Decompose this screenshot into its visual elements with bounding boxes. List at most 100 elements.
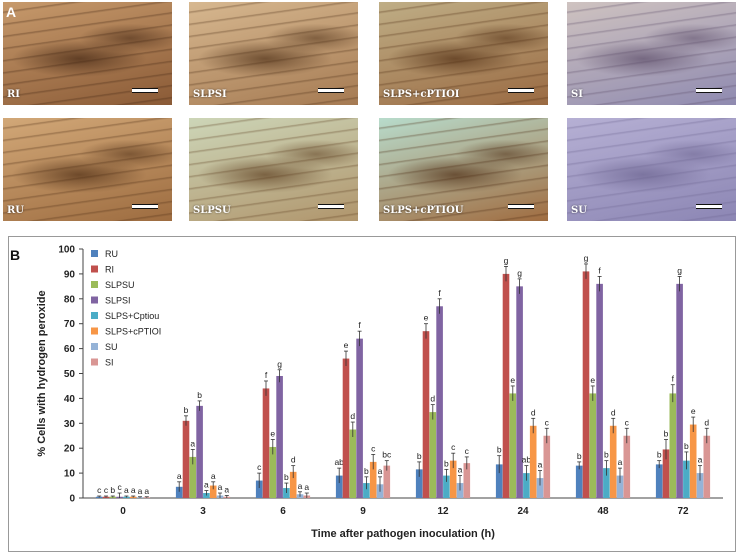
significance-letter: b <box>197 390 202 400</box>
significance-letter: d <box>291 455 296 465</box>
significance-letter: b <box>444 458 449 468</box>
bar-slpsu <box>509 393 517 498</box>
legend-entry: RU <box>105 249 118 259</box>
bar-ri <box>342 358 350 498</box>
significance-letter: c <box>97 485 102 495</box>
significance-letter: b <box>497 445 502 455</box>
legend-swatch <box>91 343 98 350</box>
significance-letter: c <box>104 485 109 495</box>
bar-slps-cptioi <box>209 485 217 498</box>
y-axis-label: % Cells with hydrogen peroxide <box>36 290 48 456</box>
bar-slps-cptiou <box>363 483 370 498</box>
significance-letter: g <box>277 359 282 369</box>
scale-bar <box>508 88 534 93</box>
bar-slps-cptioi <box>529 425 537 498</box>
legend-entry: SLPS+Cptiou <box>105 311 159 321</box>
bar-si <box>623 435 631 498</box>
micrograph-label: RU <box>7 205 25 216</box>
micrograph-label: SLPS+cPTIOU <box>383 205 464 216</box>
significance-letter: ab <box>334 457 344 467</box>
significance-letter: a <box>458 465 463 475</box>
significance-letter: c <box>257 462 262 472</box>
bar-si <box>383 465 391 498</box>
bar-slpsu <box>669 393 677 498</box>
significance-letter: a <box>224 485 229 495</box>
significance-letter: a <box>304 482 309 492</box>
legend-swatch <box>91 327 98 335</box>
bar-slps-cptioi <box>289 471 297 498</box>
significance-letter: g <box>504 255 509 265</box>
bar-slpsu <box>189 456 197 498</box>
x-tick-label: 3 <box>200 506 206 517</box>
bar-ru <box>655 464 663 498</box>
bar-slps-cptiou <box>603 468 610 498</box>
significance-letter: c <box>117 482 122 492</box>
y-tick-label: 90 <box>64 269 76 280</box>
micrograph-su: SU <box>567 118 736 221</box>
scale-bar <box>696 204 722 209</box>
significance-letter: f <box>598 265 601 275</box>
micrograph-ri: RI <box>3 2 172 105</box>
legend-swatch <box>91 358 98 366</box>
bar-si <box>543 435 551 498</box>
bar-ri <box>182 420 190 498</box>
significance-letter: b <box>604 450 609 460</box>
legend-swatch <box>91 296 98 304</box>
bar-slpsi <box>596 283 603 498</box>
significance-letter: b <box>184 405 189 415</box>
significance-letter: f <box>265 370 268 380</box>
y-tick-label: 100 <box>58 245 75 256</box>
bar-slpsi <box>196 405 203 498</box>
x-tick-label: 72 <box>677 506 689 517</box>
significance-letter: d <box>531 407 536 417</box>
significance-letter: d <box>430 394 435 404</box>
chart-panel: 0 10 20 30 40 50 60 70 80 90 100% Cells with hydro… <box>8 236 736 552</box>
scale-bar <box>132 88 158 93</box>
legend-entry: SLPSU <box>105 280 135 290</box>
micrograph-label: SLPSI <box>193 89 227 100</box>
legend-entry: SLPSI <box>105 296 131 306</box>
bar-ri <box>662 449 670 498</box>
significance-letter: a <box>698 455 703 465</box>
bar-ri <box>582 271 590 498</box>
significance-letter: c <box>371 443 376 453</box>
bar-ri <box>422 331 430 498</box>
legend-entry: SI <box>105 358 114 368</box>
micrograph-label: SI <box>571 89 583 100</box>
significance-letter: e <box>424 313 429 323</box>
bar-ru <box>415 469 423 498</box>
bar-slpsi <box>356 338 363 498</box>
significance-letter: a <box>211 471 216 481</box>
bar-slps-cptioi <box>609 425 617 498</box>
significance-letter: f <box>358 320 361 330</box>
significance-letter: e <box>344 340 349 350</box>
bar-slps-cptiou <box>523 473 530 498</box>
micrograph-label: RI <box>7 89 20 100</box>
bar-slpsu <box>589 393 597 498</box>
significance-letter: g <box>677 265 682 275</box>
bar-ru <box>175 486 183 498</box>
bar-ru <box>575 465 583 498</box>
bar-slpsu <box>349 429 357 498</box>
bar-ri <box>502 273 510 498</box>
bar-ru <box>495 464 503 498</box>
significance-letter: b <box>110 485 115 495</box>
x-tick-label: 9 <box>360 506 366 517</box>
x-tick-label: 48 <box>597 506 609 517</box>
significance-letter: c <box>545 417 550 427</box>
significance-letter: c <box>451 442 456 452</box>
legend-swatch <box>91 265 98 273</box>
significance-letter: a <box>538 460 543 470</box>
significance-letter: ab <box>522 455 532 465</box>
bar-su <box>536 478 544 498</box>
bar-su <box>616 475 624 498</box>
micrograph-slps-cptiou: SLPS+cPTIOU <box>379 118 548 221</box>
significance-letter: e <box>590 375 595 385</box>
panel-b-label: B <box>10 247 21 263</box>
bar-slps-cptioi <box>449 460 457 498</box>
significance-letter: e <box>270 428 275 438</box>
micrograph-slps-cptioi: SLPS+cPTIOI <box>379 2 548 105</box>
bar-slps-cptioi <box>689 424 697 498</box>
significance-letter: a <box>124 485 129 495</box>
scale-bar <box>696 88 722 93</box>
